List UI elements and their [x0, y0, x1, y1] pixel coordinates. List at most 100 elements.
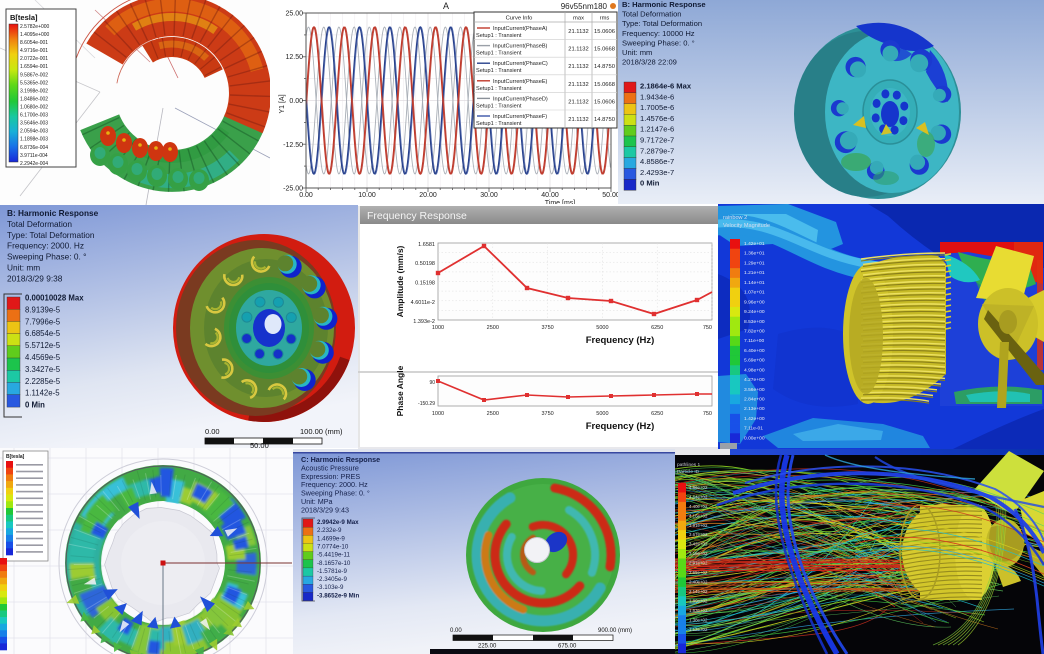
svg-text:-1.5781e-9: -1.5781e-9	[317, 568, 347, 575]
svg-text:2.13e+00: 2.13e+00	[744, 406, 765, 412]
svg-text:1000: 1000	[432, 325, 444, 331]
svg-text:Y1 [A]: Y1 [A]	[279, 94, 286, 113]
svg-text:2.65e+02: 2.65e+02	[689, 570, 708, 575]
svg-text:-5.4419e-11: -5.4419e-11	[317, 552, 350, 559]
svg-text:Frequency Response: Frequency Response	[367, 210, 467, 222]
svg-text:Setup1 : Transient: Setup1 : Transient	[476, 121, 522, 127]
svg-text:Type: Total Deformation: Type: Total Deformation	[622, 19, 702, 28]
svg-text:InputCurrent(PhaseA): InputCurrent(PhaseA)	[493, 26, 548, 32]
svg-text:-25.00: -25.00	[283, 186, 303, 193]
svg-text:Particle ID: Particle ID	[677, 469, 700, 475]
svg-text:750: 750	[703, 325, 712, 331]
svg-text:7.0774e-10: 7.0774e-10	[317, 544, 349, 551]
svg-text:1.393e-2: 1.393e-2	[413, 319, 435, 325]
svg-text:Frequency (Hz): Frequency (Hz)	[586, 421, 655, 432]
svg-text:B[tesla]: B[tesla]	[10, 13, 38, 22]
svg-text:-2.3405e-9: -2.3405e-9	[317, 576, 347, 583]
svg-text:Frequency: 2000. Hz: Frequency: 2000. Hz	[7, 241, 84, 251]
svg-text:3.5646e-003: 3.5646e-003	[20, 121, 48, 127]
svg-text:max: max	[573, 16, 584, 22]
svg-text:0 Min: 0 Min	[640, 179, 660, 188]
svg-text:2.2285e-5: 2.2285e-5	[25, 377, 61, 386]
svg-text:5.5365e-002: 5.5365e-002	[20, 80, 48, 86]
svg-text:2.4293e-7: 2.4293e-7	[640, 168, 674, 177]
svg-text:15.0606: 15.0606	[594, 29, 615, 35]
svg-text:B: Harmonic Response: B: Harmonic Response	[7, 208, 99, 218]
svg-text:2.0722e-001: 2.0722e-001	[20, 56, 48, 62]
svg-text:Type: Total Deformation: Type: Total Deformation	[7, 230, 95, 240]
svg-text:1000: 1000	[432, 411, 444, 417]
svg-text:1.36e+01: 1.36e+01	[744, 251, 765, 257]
svg-text:0.00: 0.00	[289, 98, 303, 105]
svg-text:96v55nm180: 96v55nm180	[561, 2, 608, 11]
svg-text:1.6594e-001: 1.6594e-001	[20, 64, 48, 70]
svg-text:0.00e+00: 0.00e+00	[744, 435, 765, 441]
svg-text:InputCurrent(PhaseE): InputCurrent(PhaseE)	[493, 79, 548, 85]
svg-text:1.63e+02: 1.63e+02	[689, 608, 708, 613]
svg-text:4.98e+00: 4.98e+00	[744, 367, 765, 373]
svg-text:50.00: 50.00	[250, 441, 269, 448]
svg-text:Unit: mm: Unit: mm	[7, 263, 40, 273]
svg-text:3.1998e-002: 3.1998e-002	[20, 88, 48, 94]
svg-text:8.9139e-5: 8.9139e-5	[25, 305, 61, 314]
svg-text:1.42e+00: 1.42e+00	[744, 416, 765, 422]
svg-text:9.7172e-7: 9.7172e-7	[640, 136, 674, 145]
svg-text:0 Min: 0 Min	[25, 401, 45, 410]
svg-text:21.1132: 21.1132	[568, 117, 589, 123]
svg-text:Total Deformation: Total Deformation	[622, 10, 682, 19]
svg-text:1.6581: 1.6581	[418, 242, 435, 248]
svg-text:pathlines 1: pathlines 1	[677, 462, 701, 468]
svg-text:C: Harmonic Response: C: Harmonic Response	[301, 455, 380, 464]
svg-text:750: 750	[703, 411, 712, 417]
svg-text:2.14e+02: 2.14e+02	[689, 589, 708, 594]
svg-text:Curve Info: Curve Info	[506, 16, 533, 22]
svg-text:4.27e+00: 4.27e+00	[744, 377, 765, 383]
svg-text:4.16e+02: 4.16e+02	[689, 513, 708, 518]
svg-text:Setup1 : Transient: Setup1 : Transient	[476, 33, 522, 39]
svg-text:0.00010028 Max: 0.00010028 Max	[25, 294, 84, 303]
svg-text:8.53e+00: 8.53e+00	[744, 319, 765, 325]
svg-text:2.84e+00: 2.84e+00	[744, 397, 765, 403]
svg-text:Sweeping Phase: 0. °: Sweeping Phase: 0. °	[301, 489, 370, 498]
svg-text:4.8586e-7: 4.8586e-7	[640, 157, 674, 166]
svg-text:1.9434e-6: 1.9434e-6	[640, 92, 674, 101]
svg-text:Velocity Magnitude: Velocity Magnitude	[723, 223, 770, 229]
svg-text:1.07e+01: 1.07e+01	[744, 290, 765, 296]
svg-text:rms: rms	[600, 16, 610, 22]
svg-text:3.9711e-004: 3.9711e-004	[20, 153, 48, 159]
svg-text:21.1132: 21.1132	[568, 47, 589, 53]
svg-text:1.1898e-003: 1.1898e-003	[20, 137, 48, 143]
svg-text:1.4095e+000: 1.4095e+000	[20, 32, 50, 38]
svg-text:675.00: 675.00	[558, 644, 577, 650]
svg-text:3750: 3750	[541, 411, 553, 417]
svg-text:-3.103e-9: -3.103e-9	[317, 584, 344, 591]
svg-text:B[tesla]: B[tesla]	[6, 454, 25, 460]
svg-text:4.6011e-2: 4.6011e-2	[411, 300, 435, 306]
svg-text:4.40e+02: 4.40e+02	[689, 504, 708, 509]
svg-text:1.29e+01: 1.29e+01	[744, 260, 765, 266]
svg-text:Frequency: 10000 Hz: Frequency: 10000 Hz	[622, 29, 695, 38]
svg-text:Expression: PRES: Expression: PRES	[301, 472, 360, 481]
svg-text:7.7996e-5: 7.7996e-5	[25, 317, 61, 326]
svg-text:5.5712e-5: 5.5712e-5	[25, 341, 61, 350]
svg-text:6.40e+00: 6.40e+00	[744, 348, 765, 354]
svg-text:1.0680e-002: 1.0680e-002	[20, 105, 48, 111]
svg-text:InputCurrent(PhaseF): InputCurrent(PhaseF)	[493, 114, 547, 120]
svg-text:20.00: 20.00	[419, 192, 437, 199]
svg-text:30.00: 30.00	[480, 192, 498, 199]
svg-text:-3.8652e-9 Min: -3.8652e-9 Min	[317, 592, 360, 599]
svg-text:100.00 (mm): 100.00 (mm)	[300, 427, 343, 436]
svg-text:6.8736e-004: 6.8736e-004	[20, 145, 48, 151]
svg-text:14.8750: 14.8750	[594, 64, 615, 70]
svg-text:1.7005e-6: 1.7005e-6	[640, 103, 674, 112]
svg-text:1.2147e-6: 1.2147e-6	[640, 125, 674, 134]
svg-text:0.50198: 0.50198	[415, 261, 435, 267]
svg-text:900.00 (mm): 900.00 (mm)	[598, 628, 632, 634]
svg-text:rainbow 2: rainbow 2	[723, 215, 747, 221]
svg-text:2.91e+02: 2.91e+02	[689, 561, 708, 566]
svg-text:4.4569e-5: 4.4569e-5	[25, 353, 61, 362]
svg-text:2.1864e-6 Max: 2.1864e-6 Max	[640, 82, 692, 91]
svg-text:7.11e+00: 7.11e+00	[744, 338, 764, 344]
svg-text:2.5782e+000: 2.5782e+000	[20, 24, 50, 30]
svg-text:A: A	[443, 1, 449, 11]
